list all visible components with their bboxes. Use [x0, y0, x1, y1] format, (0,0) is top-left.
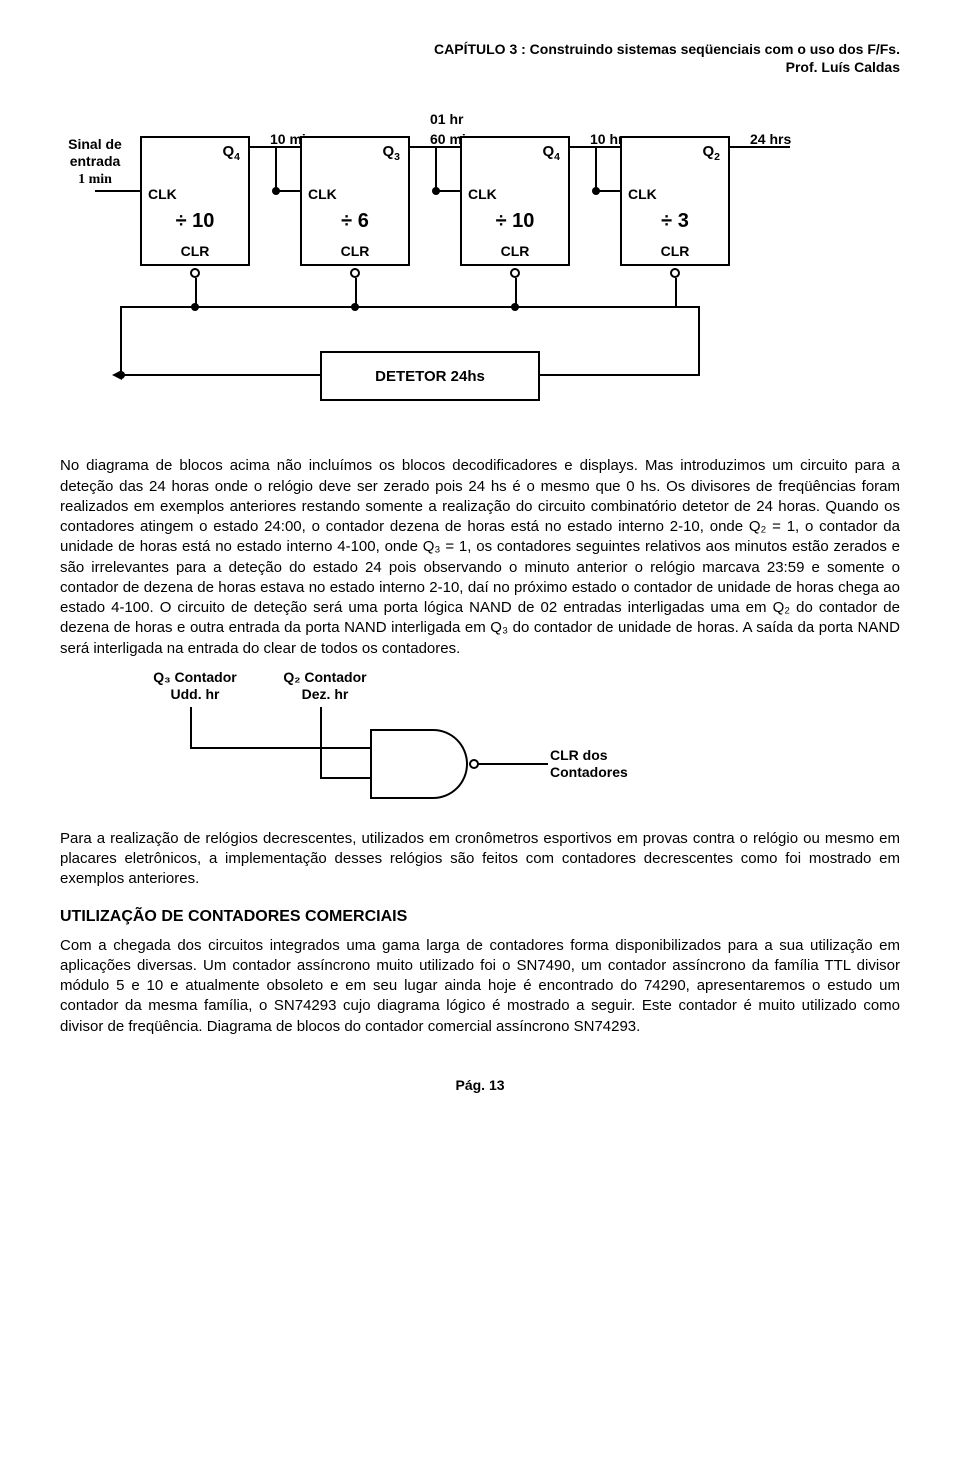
paragraph-1: No diagrama de blocos acima não incluímo… [60, 456, 900, 659]
wire [698, 306, 700, 376]
dot-icon [272, 187, 280, 195]
top-label-hr1: 01 hr [430, 111, 463, 127]
header-line1: CAPÍTULO 3 : Construindo sistemas seqüen… [60, 40, 900, 58]
wire [95, 190, 140, 192]
wire [275, 146, 277, 192]
counter-box-3: Q4 CLK ÷ 10 CLR [460, 136, 570, 266]
bubble-icon [670, 268, 680, 278]
nand-in1-label: Q₃ Contador Udd. hr [140, 669, 250, 703]
dot-icon [432, 187, 440, 195]
page-footer: Pág. 13 [60, 1077, 900, 1093]
wire [120, 306, 700, 308]
dot-icon [191, 303, 199, 311]
wire [595, 146, 597, 192]
wire [120, 374, 320, 376]
wire [320, 707, 322, 779]
detector-box: DETETOR 24hs [320, 351, 540, 401]
dot-icon [511, 303, 519, 311]
counter-box-4: Q2 CLK ÷ 3 CLR [620, 136, 730, 266]
input-label: Sinal de entrada 1 min [60, 136, 130, 188]
dot-icon [351, 303, 359, 311]
dot-icon [592, 187, 600, 195]
nand-in2-label: Q₂ Contador Dez. hr [270, 669, 380, 703]
wire [435, 146, 437, 192]
nand-gate-curve-icon [423, 729, 468, 799]
nand-out-label: CLR dos Contadores [550, 747, 670, 781]
page-header: CAPÍTULO 3 : Construindo sistemas seqüen… [60, 40, 900, 76]
bubble-icon [350, 268, 360, 278]
wire [190, 707, 192, 747]
bubble-icon [190, 268, 200, 278]
wire [540, 374, 700, 376]
counter-box-1: Q4 CLK ÷ 10 CLR [140, 136, 250, 266]
wire [675, 278, 677, 308]
paragraph-3: Com a chegada dos circuitos integrados u… [60, 936, 900, 1037]
header-line2: Prof. Luís Caldas [60, 58, 900, 76]
bubble-icon [510, 268, 520, 278]
counter-box-2: Q3 CLK ÷ 6 CLR [300, 136, 410, 266]
wire [730, 146, 790, 148]
wire [190, 747, 370, 749]
section-heading: UTILIZAÇÃO DE CONTADORES COMERCIAIS [60, 908, 900, 926]
wire [120, 306, 122, 376]
nand-diagram: Q₃ Contador Udd. hr Q₂ Contador Dez. hr … [140, 669, 700, 819]
top-label-4: 24 hrs [750, 131, 791, 147]
block-diagram: Sinal de entrada 1 min 10 min 01 hr 60 m… [60, 106, 900, 436]
wire [478, 763, 548, 765]
nand-gate-icon [370, 729, 425, 799]
wire [320, 777, 370, 779]
paragraph-2: Para a realização de relógios decrescent… [60, 829, 900, 890]
